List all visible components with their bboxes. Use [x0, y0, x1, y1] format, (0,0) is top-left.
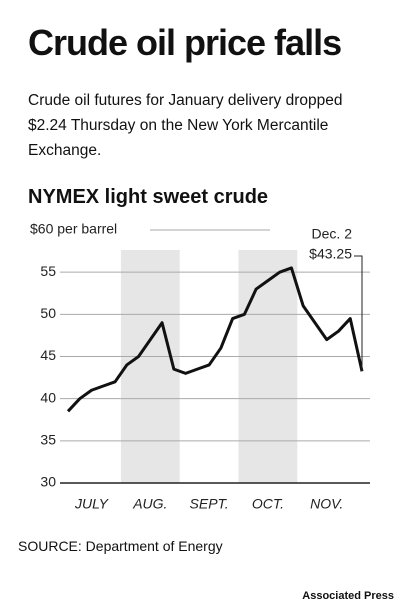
- y-tick-label: $60 per barrel: [30, 221, 117, 237]
- x-tick-label: OCT.: [252, 496, 284, 512]
- chart-title: NYMEX light sweet crude: [28, 186, 269, 208]
- x-tick-label: JULY: [74, 496, 110, 512]
- subtitle: Crude oil futures for January delivery d…: [28, 92, 343, 159]
- y-tick-label: 50: [40, 305, 56, 321]
- month-band: [120, 250, 180, 483]
- x-tick-label: AUG.: [132, 496, 167, 512]
- line: [66, 266, 364, 413]
- y-tick-label: 30: [40, 474, 56, 490]
- credit: Associated Press: [302, 590, 394, 602]
- annotation: $43.25: [309, 246, 352, 262]
- y-tick-label: 55: [40, 263, 56, 279]
- annotation-leader: [354, 255, 363, 372]
- x-tick-label: SEPT.: [190, 496, 229, 512]
- source: SOURCE: Department of Energy: [18, 538, 223, 554]
- y-tick-label: 35: [40, 432, 56, 448]
- y-tick-label: 45: [40, 347, 56, 363]
- title: Crude oil price falls: [28, 22, 342, 63]
- x-tick-label: NOV.: [310, 496, 343, 512]
- annotation: Dec. 2: [312, 226, 353, 242]
- month-band: [238, 250, 298, 483]
- y-tick-label: 40: [40, 389, 56, 405]
